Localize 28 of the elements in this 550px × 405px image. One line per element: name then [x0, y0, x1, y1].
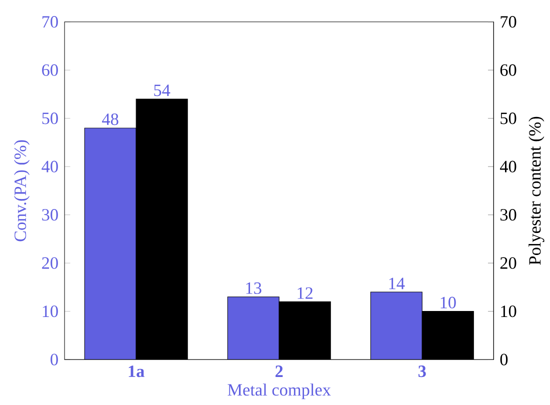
y2-tick-label: 10 — [501, 305, 516, 317]
y2-tick-label: 50 — [500, 112, 516, 124]
x-tick-label: 2 — [276, 365, 283, 377]
y-tick-label: 70 — [42, 16, 58, 28]
y-tick-label: 20 — [42, 257, 58, 269]
data-label: 12 — [298, 287, 313, 299]
y2-tick-label: 30 — [500, 208, 516, 221]
data-label: 48 — [102, 113, 118, 125]
data-label: 54 — [154, 84, 170, 96]
y-tick-label: 0 — [50, 354, 58, 366]
y2-tick-label: 70 — [500, 16, 516, 28]
y2-tick-label: 60 — [500, 64, 516, 76]
y2-tick-label: 20 — [500, 257, 516, 269]
x-tick-label: 1a — [128, 365, 144, 377]
y-tick-label: 10 — [42, 305, 58, 317]
y-tick-label: 60 — [42, 64, 58, 76]
y-axis-title: Conv.(PA) (%) — [14, 140, 30, 242]
x-axis-title: Metal complex — [228, 383, 331, 400]
y2-tick-label: 0 — [500, 354, 508, 366]
y2-axis-title: Polyester content (%) — [528, 116, 544, 265]
data-label: 13 — [246, 282, 262, 294]
data-label: 10 — [440, 296, 456, 308]
x-tick-label: 3 — [418, 365, 426, 377]
y-tick-label: 50 — [42, 112, 58, 124]
y-tick-label: 30 — [42, 208, 58, 221]
y2-tick-label: 40 — [500, 160, 516, 172]
y-tick-label: 40 — [42, 160, 58, 172]
data-label: 14 — [389, 278, 405, 289]
